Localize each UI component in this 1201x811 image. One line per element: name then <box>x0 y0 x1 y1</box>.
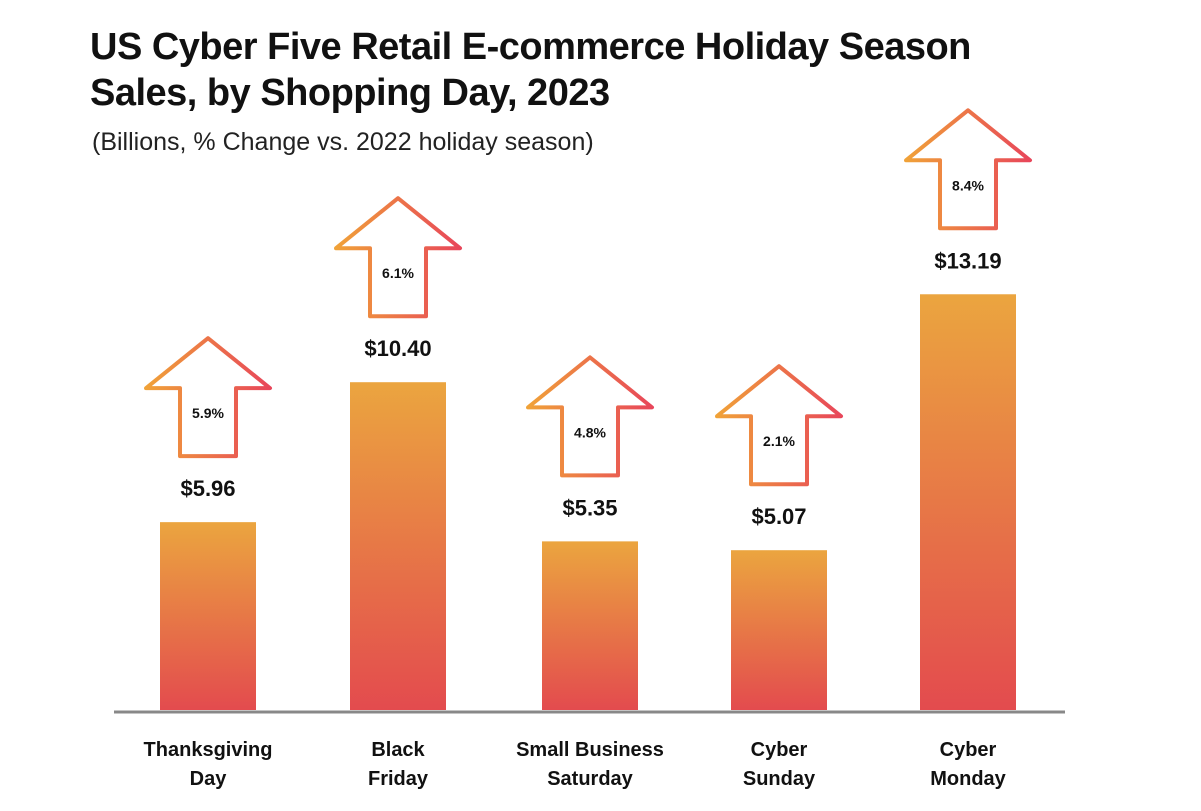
category-label: Sunday <box>743 768 816 790</box>
bar <box>920 294 1016 710</box>
up-arrow-icon <box>904 108 1032 231</box>
pct-change-label: 8.4% <box>952 177 984 193</box>
bar <box>731 550 827 710</box>
value-label: $13.19 <box>934 248 1001 273</box>
pct-change-label: 5.9% <box>192 405 224 421</box>
category-label: Monday <box>930 768 1006 790</box>
pct-change-label: 6.1% <box>382 265 414 281</box>
value-label: $5.96 <box>180 476 235 501</box>
bar <box>160 522 256 710</box>
category-label: Black <box>371 739 425 761</box>
pct-change-label: 2.1% <box>763 433 795 449</box>
category-label: Cyber <box>940 739 997 761</box>
up-arrow-icon <box>715 364 843 487</box>
value-label: $5.35 <box>562 495 617 520</box>
bar <box>542 541 638 710</box>
category-label: Thanksgiving <box>144 739 273 761</box>
title-line-1: US Cyber Five Retail E-commerce Holiday … <box>90 26 971 68</box>
chart-title: US Cyber Five Retail E-commerce Holiday … <box>90 24 1150 116</box>
value-label: $5.07 <box>751 504 806 529</box>
up-arrow-icon <box>526 355 654 478</box>
category-label: Saturday <box>547 768 633 790</box>
category-label: Day <box>190 768 228 790</box>
bar <box>350 382 446 710</box>
category-label: Friday <box>368 768 429 790</box>
up-arrow-icon <box>334 196 462 319</box>
value-label: $10.40 <box>364 336 431 361</box>
category-label: Small Business <box>516 739 664 761</box>
category-label: Cyber <box>751 739 808 761</box>
title-line-2: Sales, by Shopping Day, 2023 <box>90 72 610 114</box>
up-arrow-icon <box>144 336 272 459</box>
chart-subtitle: (Billions, % Change vs. 2022 holiday sea… <box>92 128 594 156</box>
pct-change-label: 4.8% <box>574 424 606 440</box>
